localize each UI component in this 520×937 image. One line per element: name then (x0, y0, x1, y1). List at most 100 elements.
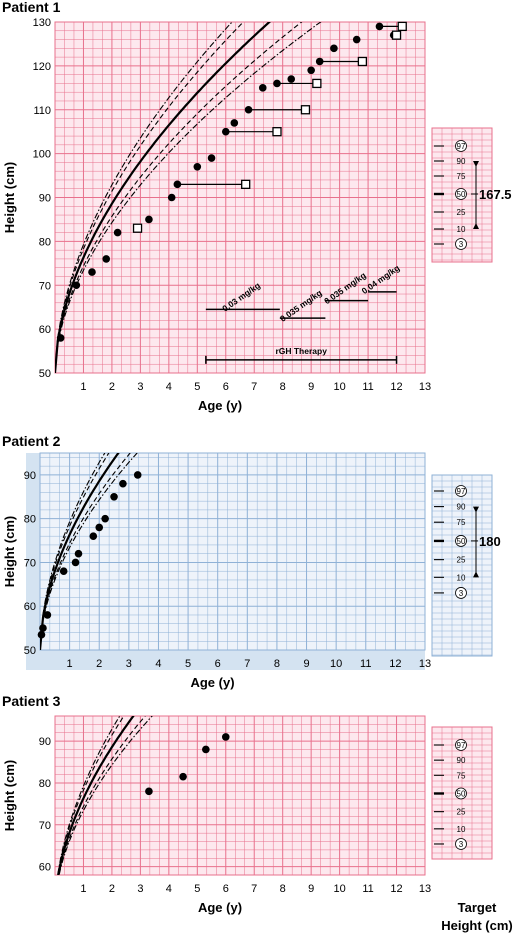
x-tick-label: 11 (360, 658, 371, 670)
target-height-legend: 97 90 75 50 25 10 3 180 (431, 474, 501, 657)
height-point (43, 611, 52, 619)
height-point (179, 772, 187, 781)
y-tick-label: 90 (39, 736, 51, 748)
y-tick-label: 120 (33, 61, 51, 73)
x-tick-label: 2 (109, 381, 115, 393)
y-tick-label: 90 (24, 470, 36, 482)
height-point (315, 57, 324, 66)
x-tick-label: 3 (126, 658, 132, 670)
legend-percentile-label: 3 (459, 240, 464, 249)
target-range-arrow (473, 161, 479, 167)
x-tick-label: 12 (389, 658, 401, 670)
legend-percentile-label: 75 (457, 518, 466, 527)
legend-percentile-ring (455, 535, 467, 547)
x-tick-label: 9 (308, 381, 314, 393)
axis-strip (26, 453, 40, 670)
legend-percentile-label: 90 (457, 503, 466, 512)
x-tick-label: 11 (362, 381, 373, 393)
x-tick-label: 1 (67, 658, 73, 670)
chart-title: Patient 3 (2, 693, 61, 709)
bone-age-point (272, 127, 282, 137)
x-axis-label: Age (y) (190, 675, 234, 690)
x-tick-label: 6 (223, 883, 229, 895)
target-height-value: 180 (479, 534, 501, 549)
y-tick-label: 70 (24, 557, 36, 569)
bone-age-point (132, 223, 143, 233)
reference-curves (57, 716, 153, 875)
x-tick-label: 10 (333, 381, 345, 393)
height-point (113, 228, 122, 237)
y-tick-label: 60 (24, 601, 36, 613)
y-tick-label: 60 (39, 862, 51, 874)
x-tick-label: 6 (215, 658, 221, 670)
legend-percentile-label: 50 (457, 537, 466, 546)
y-tick-label: 110 (33, 105, 51, 117)
height-point (56, 334, 65, 342)
height-point (173, 180, 182, 189)
y-tick-label: 70 (39, 820, 51, 832)
x-tick-label: 9 (303, 658, 309, 670)
percentile-curve-50 (57, 716, 135, 875)
plot-background (55, 716, 425, 875)
height-point (258, 84, 267, 92)
therapy-label: rGH Therapy (275, 346, 327, 356)
y-tick-label: 90 (39, 193, 51, 205)
legend-percentile-label: 10 (457, 573, 466, 582)
percentile-curve-90 (55, 22, 244, 373)
height-point (95, 523, 104, 532)
height-point (37, 630, 46, 639)
x-tick-label: 5 (185, 658, 191, 670)
height-point (145, 215, 153, 224)
axis-strip-bottom (26, 650, 425, 670)
legend-percentile-label: 3 (459, 840, 464, 849)
y-axis-label: Height (cm) (2, 516, 17, 588)
height-point (71, 558, 80, 567)
height-point (352, 35, 361, 44)
x-tick-label: 9 (308, 883, 314, 895)
legend-percentile-ring (455, 485, 467, 497)
target-height-value: 167.5 (479, 187, 512, 202)
height-point (88, 268, 96, 276)
legend-percentile-label: 97 (457, 741, 466, 750)
legend-border (431, 474, 493, 657)
x-tick-label: 10 (333, 883, 345, 895)
target-label-line1: Target (458, 900, 497, 915)
legend-percentile-label: 25 (457, 208, 466, 217)
legend-percentile-ring (455, 787, 467, 800)
x-tick-label: 1 (80, 381, 86, 393)
percentile-curve-50 (40, 453, 120, 650)
height-point (72, 281, 81, 290)
height-point (287, 75, 296, 83)
legend-percentile-label: 90 (457, 157, 466, 166)
height-point (119, 479, 127, 488)
height-point (110, 492, 118, 501)
bone-age-point (312, 78, 322, 89)
legend-percentile-label: 75 (457, 172, 466, 181)
height-point (89, 532, 98, 540)
x-tick-label: 5 (194, 883, 200, 895)
bone-age-point (397, 21, 407, 32)
height-point (101, 514, 109, 523)
bone-age-point (357, 56, 368, 67)
legend-percentile-label: 75 (457, 771, 466, 780)
legend-percentile-label: 50 (457, 190, 466, 199)
percentile-curve-10 (55, 22, 303, 373)
height-point (244, 105, 253, 114)
height-point (145, 787, 153, 796)
legend-percentile-label: 10 (457, 825, 466, 834)
legend-percentile-label: 10 (457, 225, 466, 234)
target-range-arrow (473, 571, 479, 578)
height-point (39, 624, 47, 632)
height-point (307, 66, 315, 75)
height-point (167, 193, 176, 202)
height-point (74, 549, 83, 558)
x-tick-label: 1 (80, 883, 86, 895)
height-point (330, 44, 338, 53)
height-point (207, 154, 216, 162)
x-tick-label: 8 (280, 883, 286, 895)
target-range-arrow (473, 506, 479, 513)
x-tick-label: 4 (166, 381, 172, 393)
x-tick-label: 2 (96, 658, 102, 670)
